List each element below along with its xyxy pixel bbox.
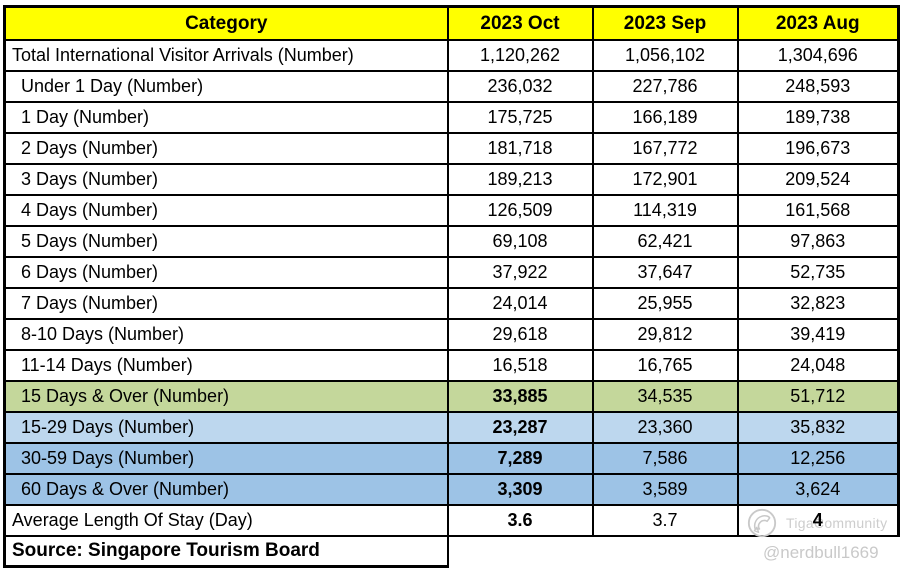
cell-aug: 97,863 — [736, 224, 900, 258]
cell-aug: 189,738 — [736, 100, 900, 134]
cell-sep: 62,421 — [591, 224, 739, 258]
cell-aug: 209,524 — [736, 162, 900, 196]
cell-sep: 114,319 — [591, 193, 739, 227]
table-row-15-29-days: 15-29 Days (Number) 23,287 23,360 35,832 — [3, 410, 900, 444]
cell-oct: 3,309 — [446, 472, 594, 506]
row-label: 6 Days (Number) — [3, 255, 449, 289]
row-label: Total International Visitor Arrivals (Nu… — [3, 38, 449, 72]
table-row-source: Source: Singapore Tourism Board — [3, 534, 899, 568]
cell-aug-value: 4 — [812, 510, 823, 530]
cell-oct: 24,014 — [446, 286, 594, 320]
cell-aug: 35,832 — [736, 410, 900, 444]
table-row-6-days: 6 Days (Number) 37,922 37,647 52,735 — [3, 255, 900, 289]
row-label: 5 Days (Number) — [3, 224, 449, 258]
cell-aug: 3,624 — [736, 472, 900, 506]
cell-sep: 25,955 — [591, 286, 739, 320]
cell-aug: 51,712 — [736, 379, 900, 413]
column-header-category: Category — [3, 5, 449, 41]
cell-sep: 29,812 — [591, 317, 739, 351]
row-label: 60 Days & Over (Number) — [3, 472, 449, 506]
cell-oct: 3.6 — [446, 503, 594, 537]
table-row-under-1-day: Under 1 Day (Number) 236,032 227,786 248… — [3, 69, 900, 103]
cell-sep: 172,901 — [591, 162, 739, 196]
row-label: 3 Days (Number) — [3, 162, 449, 196]
cell-oct: 29,618 — [446, 317, 594, 351]
row-label: 8-10 Days (Number) — [3, 317, 449, 351]
row-label: 30-59 Days (Number) — [3, 441, 449, 475]
cell-sep: 16,765 — [591, 348, 739, 382]
cell-aug: 32,823 — [736, 286, 900, 320]
cell-oct: 37,922 — [446, 255, 594, 289]
cell-oct: 7,289 — [446, 441, 594, 475]
cell-oct: 181,718 — [446, 131, 594, 165]
table-row-average-length-of-stay: Average Length Of Stay (Day) 3.6 3.7 4 — [3, 503, 900, 537]
cell-oct: 23,287 — [446, 410, 594, 444]
row-label: 15 Days & Over (Number) — [3, 379, 449, 413]
table-row-7-days: 7 Days (Number) 24,014 25,955 32,823 — [3, 286, 900, 320]
table-row-4-days: 4 Days (Number) 126,509 114,319 161,568 — [3, 193, 900, 227]
cell-oct: 33,885 — [446, 379, 594, 413]
cell-sep: 166,189 — [591, 100, 739, 134]
cell-aug: 4 — [736, 503, 900, 537]
row-label: 7 Days (Number) — [3, 286, 449, 320]
cell-oct: 1,120,262 — [446, 38, 594, 72]
table-row-8-10-days: 8-10 Days (Number) 29,618 29,812 39,419 — [3, 317, 900, 351]
cell-sep: 37,647 — [591, 255, 739, 289]
source-row-empty-cell — [446, 534, 899, 567]
cell-oct: 189,213 — [446, 162, 594, 196]
cell-oct: 236,032 — [446, 69, 594, 103]
table-row-1-day: 1 Day (Number) 175,725 166,189 189,738 — [3, 100, 900, 134]
column-header-2023-sep: 2023 Sep — [591, 5, 739, 41]
row-label: 4 Days (Number) — [3, 193, 449, 227]
table-row-11-14-days: 11-14 Days (Number) 16,518 16,765 24,048 — [3, 348, 900, 382]
cell-aug: 12,256 — [736, 441, 900, 475]
table-header-row: Category 2023 Oct 2023 Sep 2023 Aug — [3, 5, 900, 41]
cell-aug: 24,048 — [736, 348, 900, 382]
cell-sep: 23,360 — [591, 410, 739, 444]
cell-sep: 34,535 — [591, 379, 739, 413]
cell-sep: 227,786 — [591, 69, 739, 103]
row-label: Average Length Of Stay (Day) — [3, 503, 449, 537]
row-label: 15-29 Days (Number) — [3, 410, 449, 444]
column-header-2023-aug: 2023 Aug — [736, 5, 900, 41]
table-row-15-days-over: 15 Days & Over (Number) 33,885 34,535 51… — [3, 379, 900, 413]
table-row-30-59-days: 30-59 Days (Number) 7,289 7,586 12,256 — [3, 441, 900, 475]
row-label: Under 1 Day (Number) — [3, 69, 449, 103]
visitor-arrivals-table: Category 2023 Oct 2023 Sep 2023 Aug Tota… — [3, 5, 900, 568]
cell-sep: 167,772 — [591, 131, 739, 165]
cell-aug: 52,735 — [736, 255, 900, 289]
table-row-60-days-over: 60 Days & Over (Number) 3,309 3,589 3,62… — [3, 472, 900, 506]
cell-aug: 161,568 — [736, 193, 900, 227]
cell-oct: 175,725 — [446, 100, 594, 134]
row-label: 2 Days (Number) — [3, 131, 449, 165]
table-row-2-days: 2 Days (Number) 181,718 167,772 196,673 — [3, 131, 900, 165]
cell-sep: 1,056,102 — [591, 38, 739, 72]
source-note: Source: Singapore Tourism Board — [3, 534, 449, 568]
cell-oct: 16,518 — [446, 348, 594, 382]
cell-oct: 69,108 — [446, 224, 594, 258]
cell-oct: 126,509 — [446, 193, 594, 227]
row-label: 1 Day (Number) — [3, 100, 449, 134]
cell-sep: 3,589 — [591, 472, 739, 506]
cell-sep: 7,586 — [591, 441, 739, 475]
table-row-5-days: 5 Days (Number) 69,108 62,421 97,863 — [3, 224, 900, 258]
table-row-3-days: 3 Days (Number) 189,213 172,901 209,524 — [3, 162, 900, 196]
cell-aug: 39,419 — [736, 317, 900, 351]
table-row-total: Total International Visitor Arrivals (Nu… — [3, 38, 900, 72]
row-label: 11-14 Days (Number) — [3, 348, 449, 382]
cell-aug: 248,593 — [736, 69, 900, 103]
cell-sep: 3.7 — [591, 503, 739, 537]
cell-aug: 196,673 — [736, 131, 900, 165]
cell-aug: 1,304,696 — [736, 38, 900, 72]
column-header-2023-oct: 2023 Oct — [446, 5, 594, 41]
